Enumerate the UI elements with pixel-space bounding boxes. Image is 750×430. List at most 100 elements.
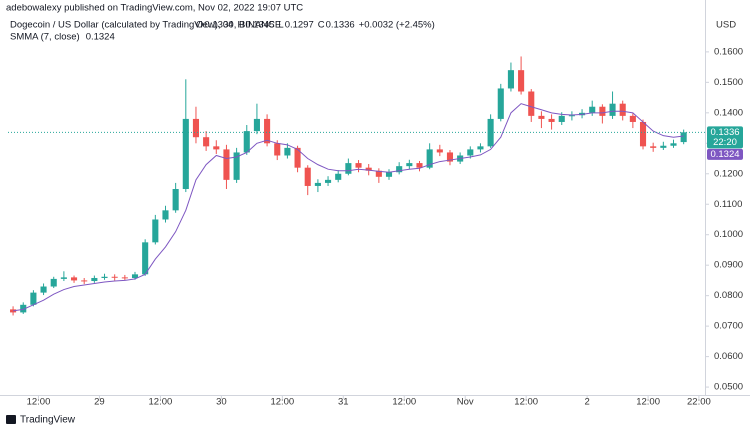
candle-body	[589, 106, 596, 113]
last-price-box	[707, 126, 743, 149]
indicator-line	[13, 103, 684, 312]
candle-body	[365, 167, 372, 171]
candle-body	[142, 242, 149, 275]
candle-body	[325, 179, 332, 183]
candle-body	[670, 143, 677, 146]
candle-body	[396, 166, 403, 173]
x-tick-label: 30	[216, 397, 227, 408]
candle-body	[507, 70, 514, 89]
countdown-label: 22:20	[713, 137, 737, 148]
candle-body	[81, 280, 88, 282]
candle-body	[619, 103, 626, 116]
candle-body	[426, 149, 433, 168]
y-tick-label: 0.1600	[714, 46, 743, 57]
candle-body	[121, 277, 128, 279]
footer-logo: TradingView	[6, 415, 76, 426]
brand: TradingView	[20, 415, 76, 426]
y-tick-label: 0.1200	[714, 168, 743, 179]
y-tick-label: 0.0800	[714, 290, 743, 301]
candle-body	[50, 278, 57, 287]
candle-body	[70, 277, 78, 281]
candle-body	[558, 115, 565, 122]
x-tick-label: 2	[584, 397, 589, 408]
candle-body	[223, 149, 230, 180]
candle-body	[538, 115, 545, 119]
candle-body	[182, 118, 189, 190]
ohlc-key: C	[318, 20, 325, 31]
ohlc-key: O	[196, 20, 203, 31]
x-tick-label: 12:00	[514, 397, 538, 408]
currency-label: USD	[716, 20, 736, 31]
candle-body	[385, 172, 393, 177]
candle-body	[213, 146, 220, 150]
indicator-price-label: 0.1324	[710, 149, 739, 160]
chart-title: Dogecoin / US Dollar (calculated by Trad…	[10, 20, 281, 31]
x-tick-label: 12:00	[636, 397, 660, 408]
x-tick-label: 12:00	[392, 397, 416, 408]
candle-body	[518, 70, 525, 92]
ohlc-key: H	[237, 20, 244, 31]
candle-body	[416, 163, 423, 168]
candle-body	[152, 219, 159, 243]
candle-body	[660, 145, 667, 148]
candle-body	[548, 118, 555, 122]
candle-body	[680, 132, 687, 143]
candle-body	[467, 149, 474, 156]
indicator-value: 0.1324	[86, 32, 115, 43]
candle-body	[528, 91, 535, 116]
y-tick-label: 0.0600	[714, 351, 743, 362]
candle-body	[162, 210, 169, 220]
candle-body	[131, 274, 139, 278]
candle-body	[60, 277, 67, 279]
candle-body	[111, 276, 118, 278]
candle-body	[487, 118, 494, 147]
candle-body	[629, 115, 636, 122]
candle-body	[91, 277, 98, 282]
indicator-price-box	[707, 148, 743, 160]
ohlc-readout: O 0.1304 H 0.1345 L 0.1297 C 0.1336 +0.0032 (+2.…	[196, 20, 435, 31]
ohlc-key: L	[278, 20, 283, 31]
y-tick-label: 0.1100	[714, 199, 742, 210]
ohlc-value: 0.1304	[204, 20, 233, 31]
x-tick-label: 12:00	[270, 397, 294, 408]
candle-body	[345, 163, 352, 174]
candle-body	[304, 167, 311, 186]
candle-body	[497, 88, 504, 119]
x-tick-label: 29	[94, 397, 105, 408]
candle-body	[436, 149, 443, 153]
price-change: +0.0032 (+2.45%)	[359, 20, 435, 31]
candle-body	[294, 147, 301, 168]
candle-body	[335, 173, 342, 180]
candle-body	[355, 163, 362, 168]
candle-body	[203, 137, 210, 147]
candle-body	[609, 103, 616, 116]
candle-body	[243, 131, 250, 153]
candle-body	[284, 147, 291, 156]
ohlc-value: 0.1297	[285, 20, 314, 31]
candle-body	[253, 118, 260, 132]
candle-body	[264, 118, 271, 144]
candle-body	[639, 121, 647, 147]
x-tick-label: 31	[338, 397, 349, 408]
candle-body	[650, 146, 657, 148]
candle-body	[30, 292, 37, 305]
candle-body	[568, 115, 575, 117]
candle-body	[172, 189, 179, 211]
x-tick-label: 22:00	[687, 397, 711, 408]
publisher-line: adebowalexy published on TradingView.com…	[6, 3, 303, 14]
candle-body	[101, 276, 108, 278]
ohlc-value: 0.1336	[326, 20, 355, 31]
last-price-label: 0.1336	[710, 127, 739, 138]
y-tick-label: 0.1000	[714, 229, 743, 240]
candle-body	[274, 143, 281, 156]
y-tick-label: 0.1500	[714, 77, 743, 88]
candle-body	[314, 182, 321, 186]
candle-body	[477, 146, 484, 150]
indicator-name: SMMA (7, close)	[10, 32, 80, 43]
candle-body	[406, 163, 413, 167]
y-tick-label: 0.0900	[714, 260, 743, 271]
candle-body	[192, 118, 200, 138]
ohlc-value: 0.1345	[245, 20, 274, 31]
